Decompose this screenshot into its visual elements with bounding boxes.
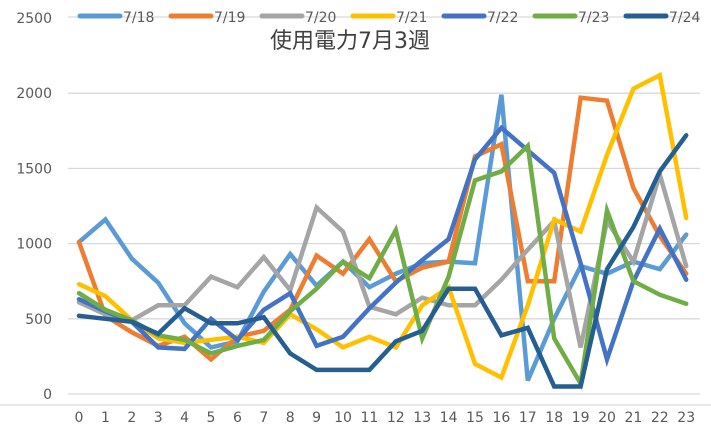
legend-item-7-18: 7/18 (77, 10, 154, 26)
x-axis-ticks: 0 1 2 3 4 5 6 7 8 9 10 11 12 13 14 15 16 17 18 19 20 21 22 23 (75, 410, 696, 426)
chart-title: 使用電力7月3週 (270, 29, 430, 54)
x-tick-label: 14 (440, 410, 458, 426)
series-line-7-24 (76, 133, 689, 389)
x-tick-label: 15 (466, 410, 484, 426)
series-line-7-20 (76, 166, 689, 348)
x-tick-label: 8 (286, 410, 295, 426)
y-tick-label: 0 (43, 387, 52, 403)
legend-item-7-22: 7/22 (441, 10, 518, 26)
x-tick-label: 5 (207, 410, 216, 426)
legend-label: 7/18 (123, 10, 154, 26)
x-tick-label: 0 (75, 410, 84, 426)
x-tick-label: 17 (519, 410, 537, 426)
x-tick-label: 23 (677, 410, 695, 426)
x-tick-label: 7 (259, 410, 268, 426)
legend-label: 7/23 (578, 10, 609, 26)
y-axis-ticks: 0 500 1000 1500 2000 2500 (16, 11, 52, 403)
y-tick-label: 2000 (16, 86, 52, 102)
x-tick-label: 18 (545, 410, 563, 426)
y-tick-label: 1000 (16, 237, 52, 253)
y-tick-label: 1500 (16, 161, 52, 177)
legend-item-7-24: 7/24 (623, 10, 701, 26)
x-tick-label: 22 (651, 410, 669, 426)
x-tick-label: 1 (101, 410, 110, 426)
x-tick-label: 13 (413, 410, 431, 426)
x-tick-label: 4 (180, 410, 189, 426)
series-line-7-22 (76, 124, 689, 368)
y-tick-label: 500 (25, 312, 52, 328)
legend-item-7-19: 7/19 (168, 10, 245, 26)
x-tick-label: 20 (598, 410, 616, 426)
legend-label: 7/22 (487, 10, 518, 26)
x-tick-label: 12 (387, 410, 405, 426)
x-tick-label: 19 (572, 410, 590, 426)
y-tick-label: 2500 (16, 11, 52, 27)
legend-label: 7/19 (214, 10, 245, 26)
legend-label: 7/21 (396, 10, 427, 26)
x-tick-label: 16 (492, 410, 510, 426)
x-tick-label: 21 (624, 410, 642, 426)
legend-label: 7/24 (669, 10, 701, 26)
x-tick-label: 9 (312, 410, 321, 426)
series-line-7-21 (76, 71, 689, 381)
series-line-7-18 (76, 94, 689, 382)
legend-label: 7/20 (305, 10, 336, 26)
x-tick-label: 3 (154, 410, 163, 426)
legend-item-7-20: 7/20 (259, 10, 336, 26)
legend-item-7-21: 7/21 (350, 10, 427, 26)
x-tick-label: 6 (233, 410, 242, 426)
legend-item-7-23: 7/23 (532, 10, 609, 26)
series-lines (76, 71, 689, 391)
x-tick-label: 2 (127, 410, 136, 426)
x-tick-label: 11 (360, 410, 378, 426)
x-tick-label: 10 (334, 410, 352, 426)
series-line-7-23 (76, 141, 689, 391)
legend: 7/18 7/19 7/20 7/21 7/22 7/23 7/24 (68, 10, 701, 26)
